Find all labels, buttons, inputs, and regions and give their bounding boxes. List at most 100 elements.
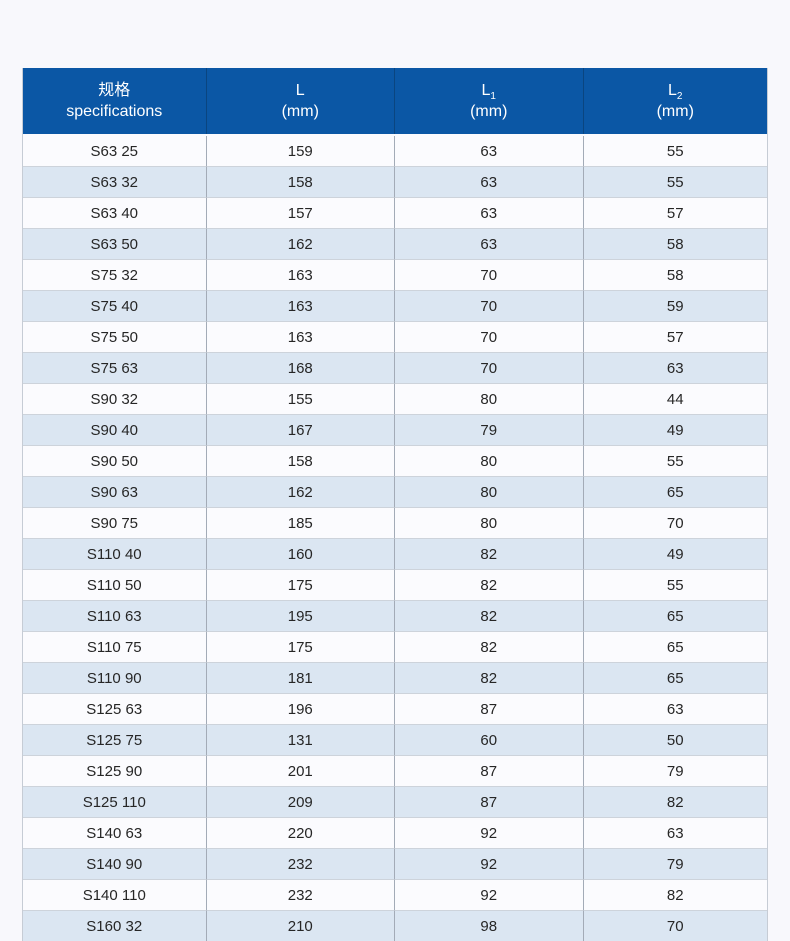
table-row: S90 50 158 80 55 [23,446,767,477]
spec-cell: S125 63 [23,694,207,725]
table-row: S75 32 163 70 58 [23,260,767,291]
spec-cell: S110 75 [23,632,207,663]
value-cell: 65 [583,601,767,632]
value-cell: 44 [583,384,767,415]
table-row: S75 50 163 70 57 [23,322,767,353]
spec-cell: S75 50 [23,322,207,353]
value-cell: 131 [206,725,395,756]
column-header-l2: L2 (mm) [584,68,768,134]
table-row: S90 32 155 80 44 [23,384,767,415]
column-header-line2: (mm) [470,103,508,120]
table-row: S125 110 209 87 82 [23,787,767,818]
value-cell: 175 [206,632,395,663]
column-header-line1: L2 [668,82,683,103]
table-row: S110 90 181 82 65 [23,663,767,694]
value-cell: 92 [395,849,584,880]
table-row: S110 40 160 82 49 [23,539,767,570]
value-cell: 79 [395,415,584,446]
value-cell: 80 [395,446,584,477]
column-header-line1: L1 [481,82,496,103]
value-cell: 63 [583,818,767,849]
value-cell: 185 [206,508,395,539]
column-header-line1: 规格 [98,82,131,99]
spec-cell: S140 63 [23,818,207,849]
spec-cell: S75 32 [23,260,207,291]
table-row: S140 90 232 92 79 [23,849,767,880]
value-cell: 55 [583,446,767,477]
table-header-row: 规格 specifications L (mm) L1 (mm) L2 (mm) [23,68,767,136]
value-cell: 80 [395,508,584,539]
column-header-l: L (mm) [207,68,395,134]
spec-cell: S63 50 [23,229,207,260]
value-cell: 92 [395,880,584,911]
table-row: S75 40 163 70 59 [23,291,767,322]
table-row: S140 63 220 92 63 [23,818,767,849]
spec-cell: S110 63 [23,601,207,632]
table-row: S75 63 168 70 63 [23,353,767,384]
value-cell: 98 [395,911,584,941]
value-cell: 65 [583,663,767,694]
table-row: S140 110 232 92 82 [23,880,767,911]
value-cell: 70 [395,322,584,353]
value-cell: 70 [395,291,584,322]
table-row: S63 25 159 63 55 [23,136,767,167]
value-cell: 196 [206,694,395,725]
value-cell: 220 [206,818,395,849]
value-cell: 58 [583,260,767,291]
spec-cell: S63 32 [23,167,207,198]
table-row: S110 63 195 82 65 [23,601,767,632]
spec-cell: S140 110 [23,880,207,911]
value-cell: 49 [583,539,767,570]
table-row: S125 63 196 87 63 [23,694,767,725]
spec-cell: S75 40 [23,291,207,322]
table-row: S63 40 157 63 57 [23,198,767,229]
value-cell: 57 [583,198,767,229]
column-header-line2: (mm) [656,103,694,120]
value-cell: 80 [395,384,584,415]
value-cell: 55 [583,570,767,601]
value-cell: 163 [206,260,395,291]
table-row: S63 50 162 63 58 [23,229,767,260]
value-cell: 63 [583,353,767,384]
value-cell: 167 [206,415,395,446]
value-cell: 63 [395,198,584,229]
table-row: S63 32 158 63 55 [23,167,767,198]
value-cell: 80 [395,477,584,508]
value-cell: 162 [206,477,395,508]
table-row: S160 32 210 98 70 [23,911,767,941]
value-cell: 70 [583,508,767,539]
value-cell: 92 [395,818,584,849]
value-cell: 158 [206,446,395,477]
column-header-l1: L1 (mm) [395,68,584,134]
value-cell: 82 [395,539,584,570]
value-cell: 82 [395,570,584,601]
value-cell: 87 [395,756,584,787]
table-row: S90 75 185 80 70 [23,508,767,539]
value-cell: 65 [583,632,767,663]
table-row: S110 50 175 82 55 [23,570,767,601]
value-cell: 195 [206,601,395,632]
spec-cell: S110 50 [23,570,207,601]
value-cell: 160 [206,539,395,570]
value-cell: 175 [206,570,395,601]
value-cell: 63 [395,167,584,198]
value-cell: 209 [206,787,395,818]
value-cell: 157 [206,198,395,229]
value-cell: 82 [395,601,584,632]
value-cell: 181 [206,663,395,694]
value-cell: 163 [206,322,395,353]
spec-cell: S140 90 [23,849,207,880]
spec-cell: S90 63 [23,477,207,508]
specifications-table: 规格 specifications L (mm) L1 (mm) L2 (mm) S63 25… [22,68,768,941]
column-header-line2: (mm) [281,103,319,120]
column-header-subscript: 2 [676,91,683,103]
spec-cell: S90 75 [23,508,207,539]
table-row: S110 75 175 82 65 [23,632,767,663]
table-row: S90 40 167 79 49 [23,415,767,446]
value-cell: 163 [206,291,395,322]
spec-cell: S90 32 [23,384,207,415]
value-cell: 70 [584,911,768,941]
value-cell: 57 [583,322,767,353]
value-cell: 201 [206,756,395,787]
